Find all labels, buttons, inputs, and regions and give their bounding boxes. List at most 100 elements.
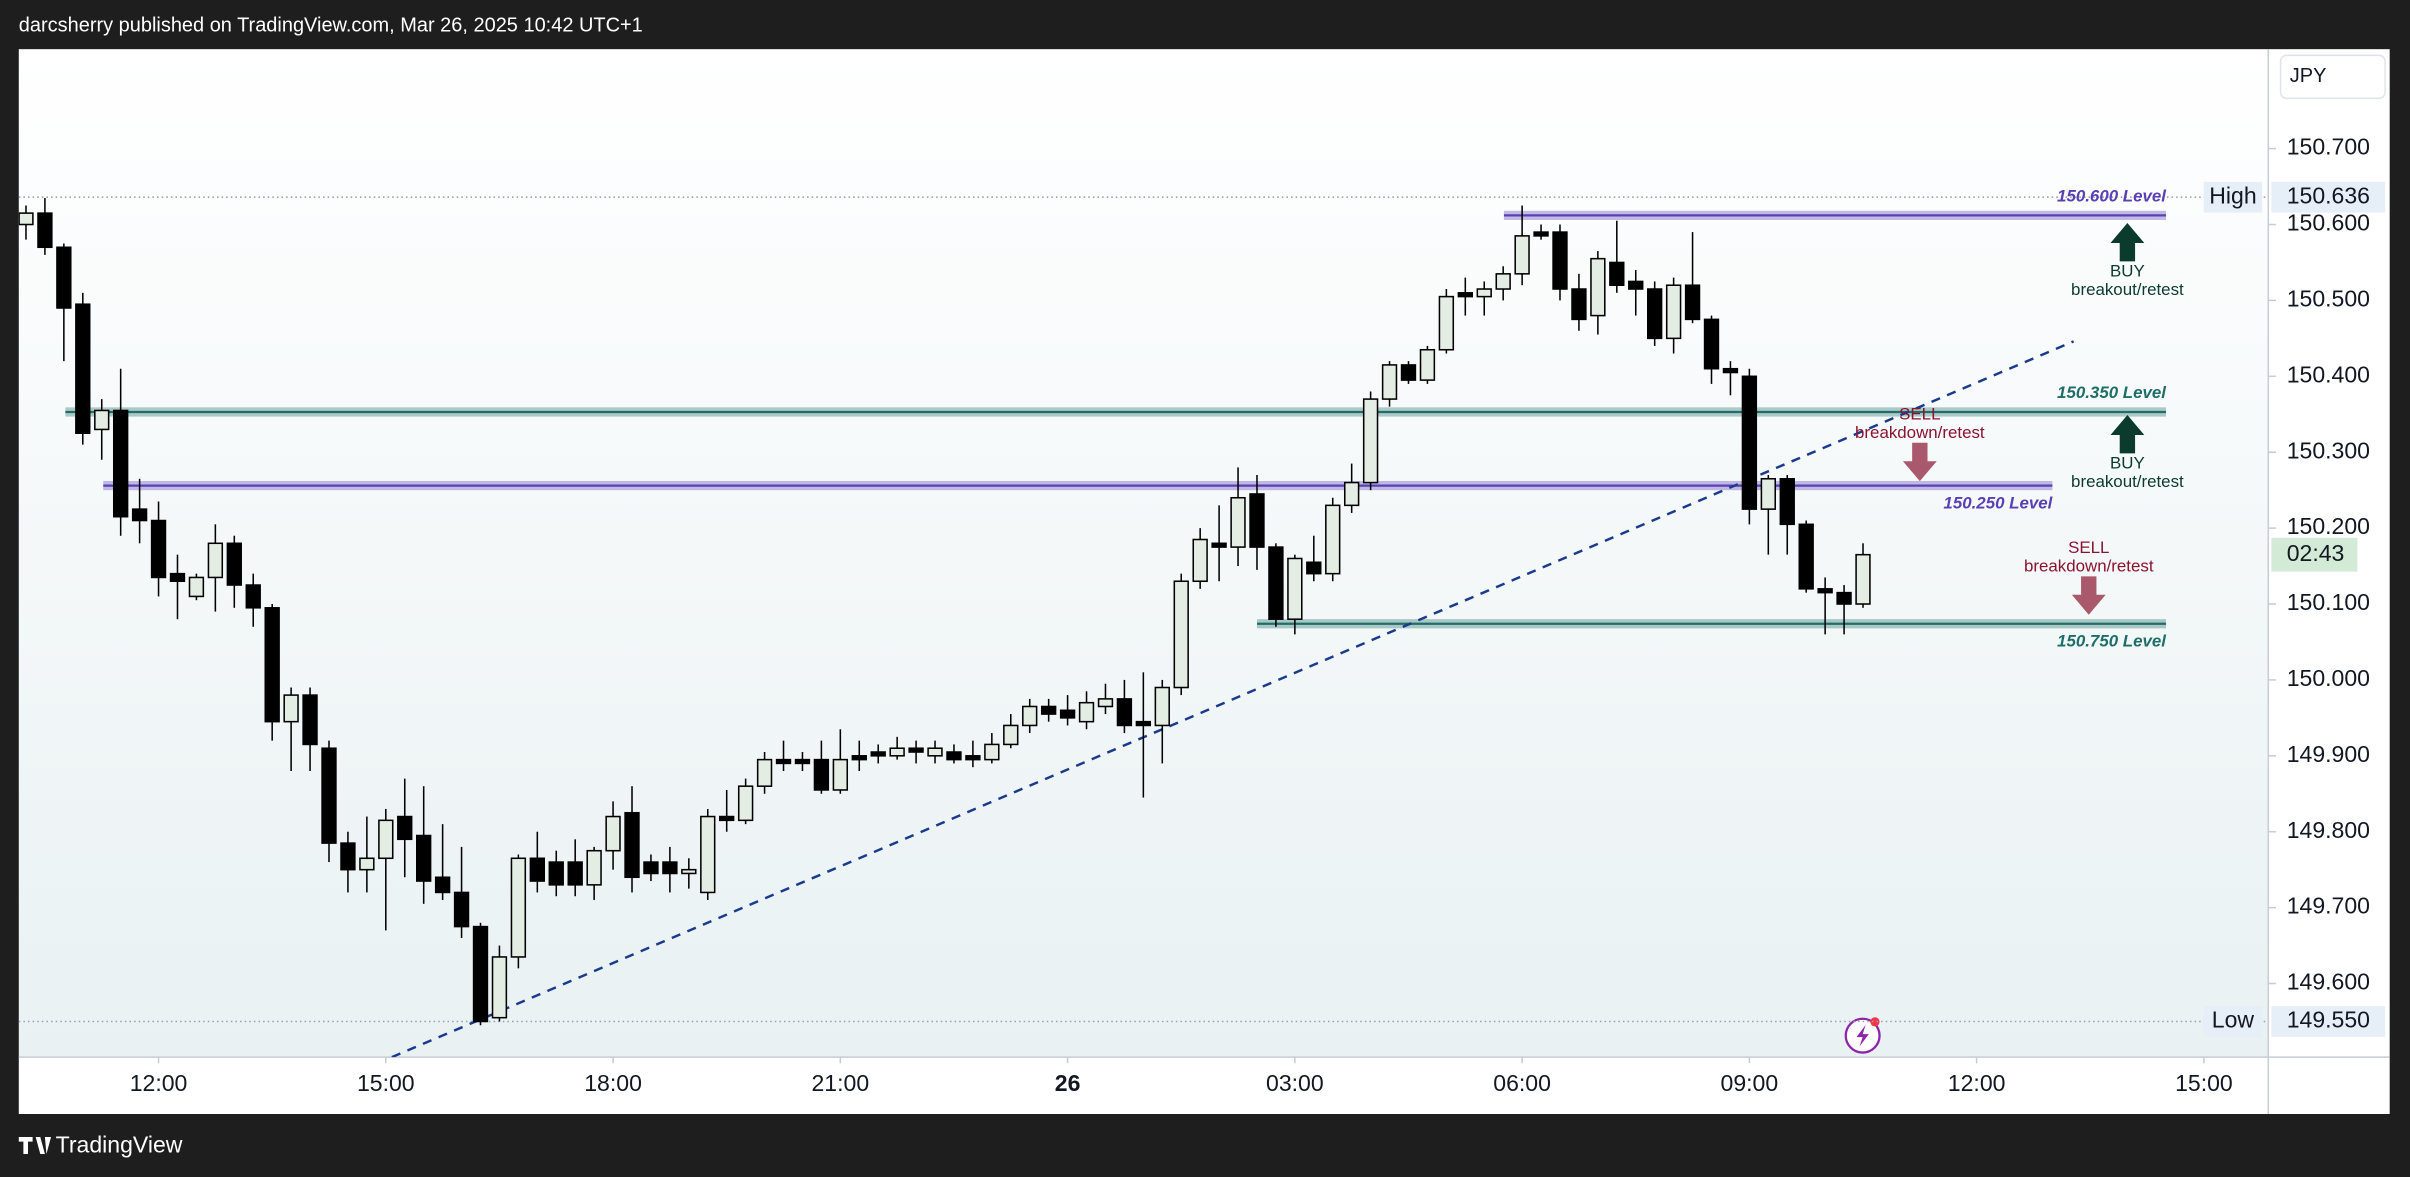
extreme-name: Low	[2212, 1007, 2255, 1033]
candle-body	[1400, 364, 1417, 381]
candle-body	[1760, 478, 1777, 510]
countdown: 02:43	[2287, 540, 2345, 566]
candle-body	[245, 584, 261, 609]
candle-body	[434, 876, 451, 894]
candle-body	[302, 694, 318, 746]
alert-dot	[1870, 1017, 1880, 1027]
y-tick-label: 150.100	[2287, 589, 2370, 615]
header-text: darcsherry published on TradingView.com,…	[19, 14, 643, 36]
currency-box[interactable]	[2279, 54, 2386, 100]
x-tick-label: 15:00	[2175, 1070, 2233, 1096]
candle-body	[207, 542, 224, 579]
extreme-value-box	[2271, 181, 2386, 213]
candle-body	[1078, 701, 1095, 723]
candle-body	[1571, 288, 1587, 321]
candle-body	[870, 751, 886, 757]
candle-body	[605, 815, 621, 852]
candle-body	[1325, 504, 1341, 575]
candle-body	[1362, 398, 1379, 484]
candle-body	[169, 572, 186, 583]
level-label: 150.350 Level	[2057, 383, 2166, 402]
candle-body	[18, 212, 34, 226]
candle-body	[75, 303, 91, 435]
candle-body	[1836, 591, 1852, 605]
candle-body	[643, 861, 659, 875]
candle-body	[1306, 561, 1322, 575]
annotation-text: breakdown/retest	[2024, 557, 2154, 576]
candle-body	[1590, 257, 1606, 317]
annotation-text: breakout/retest	[2071, 280, 2184, 299]
candle-body	[624, 811, 640, 879]
candle-body	[1419, 348, 1436, 381]
candle-body	[1003, 724, 1019, 746]
candle-body	[681, 868, 697, 875]
candle-body	[416, 834, 432, 882]
level-label: 150.750 Level	[2057, 632, 2166, 651]
candle-body	[567, 861, 583, 886]
overlay: 150.600 Level 150.350 Level 150.250 Level 1…	[1855, 186, 2184, 650]
level-label: 150.600 Level	[2057, 186, 2166, 205]
candle-body	[1022, 705, 1038, 727]
candle-body	[37, 212, 53, 249]
x-tick-label: 21:00	[812, 1070, 870, 1096]
candle-body	[1173, 580, 1189, 689]
candle-body	[131, 508, 148, 522]
candle-body	[851, 755, 867, 761]
x-tick-label: 12:00	[1948, 1070, 2006, 1096]
candle-body	[1684, 284, 1701, 321]
candle-body	[662, 861, 678, 875]
candle-body	[1552, 231, 1568, 290]
candle-body	[1798, 523, 1814, 590]
y-tick-label: 150.400	[2287, 361, 2370, 387]
candle-body	[908, 747, 924, 753]
candle-body	[1287, 557, 1303, 620]
candle-body	[1647, 288, 1663, 340]
y-tick-label: 149.700	[2287, 893, 2370, 919]
x-tick-label: 12:00	[130, 1070, 188, 1096]
candle-body	[1211, 542, 1227, 548]
annotation-arrow	[2110, 222, 2145, 262]
candle-body	[1249, 493, 1265, 548]
y-tick-label: 150.200	[2287, 513, 2370, 539]
countdown-box	[2271, 537, 2358, 572]
candle-body	[1154, 686, 1170, 727]
candle-body	[1476, 288, 1492, 298]
candle-body	[984, 743, 1000, 761]
alert-icon[interactable]	[1844, 1017, 1881, 1054]
x-tick-label: 18:00	[584, 1070, 642, 1096]
candle-body	[94, 409, 110, 431]
candle-body	[112, 409, 129, 518]
candle-body	[548, 861, 564, 886]
trendline	[391, 340, 2075, 1058]
annotation-arrow	[2071, 576, 2106, 615]
logo-icon	[18, 1137, 52, 1154]
annotation-text: breakout/retest	[2071, 472, 2184, 491]
candle-body	[946, 751, 962, 761]
candle-body	[1343, 481, 1360, 507]
candle-body	[1741, 375, 1758, 510]
x-tick-label: 06:00	[1493, 1070, 1551, 1096]
plot	[18, 196, 2269, 1058]
candle-body	[719, 815, 735, 822]
x-tick-label: 03:00	[1266, 1070, 1324, 1096]
candle-body	[1040, 705, 1057, 715]
candle-body	[832, 758, 849, 791]
alert-bolt	[1856, 1024, 1869, 1047]
candle-body	[1628, 280, 1644, 290]
candle-body	[737, 785, 754, 822]
time-axis	[18, 1057, 2390, 1115]
extreme-value: 150.636	[2287, 182, 2370, 208]
candle-body	[700, 815, 716, 894]
annotation-text: SELL	[2068, 538, 2109, 557]
candle-body	[756, 758, 773, 787]
candle-body	[1381, 364, 1398, 400]
candle-body	[965, 755, 981, 761]
y-tick-label: 149.900	[2287, 741, 2370, 767]
y-tick-label: 150.300	[2287, 437, 2370, 463]
candle-body	[889, 747, 905, 757]
plot-area	[18, 49, 2269, 1058]
candle-body	[1855, 553, 1871, 605]
candle-body	[529, 857, 545, 882]
extreme-name-box	[2203, 1006, 2263, 1037]
